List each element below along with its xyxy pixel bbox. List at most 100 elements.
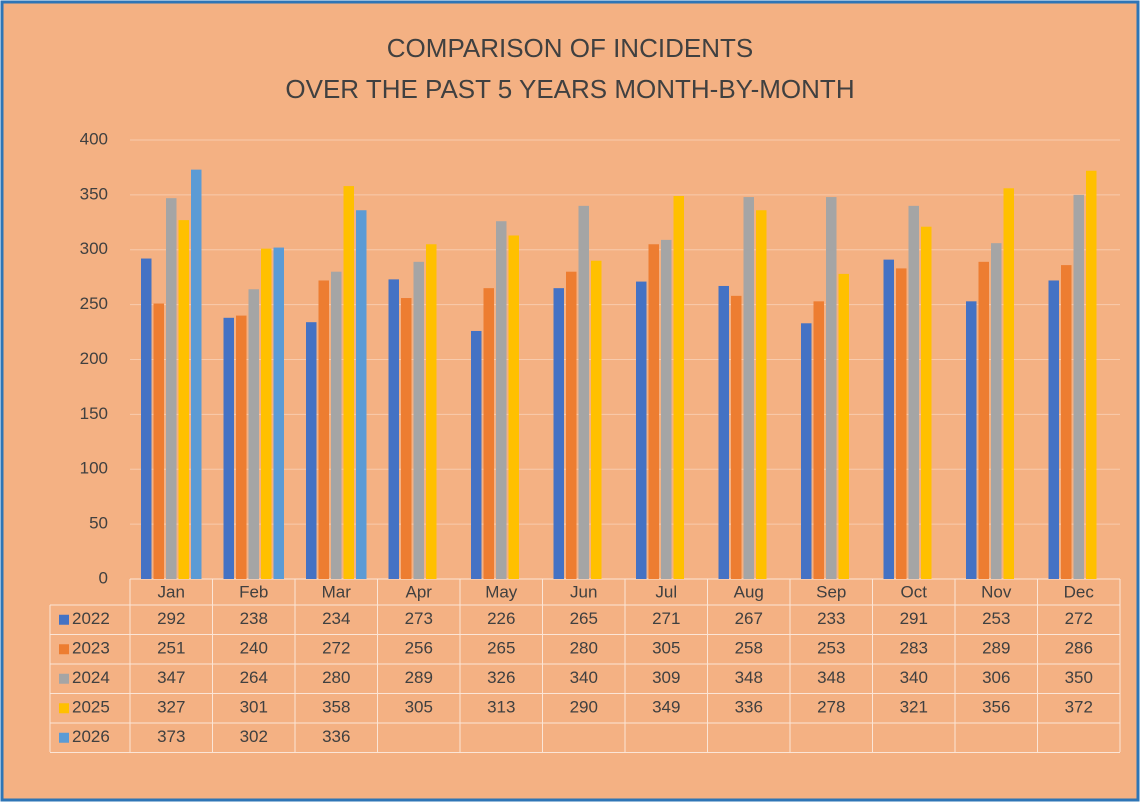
bar (223, 317, 234, 579)
x-tick-label: Jul (655, 582, 677, 601)
x-tick-label: Sep (816, 582, 846, 601)
bar (991, 243, 1002, 580)
table-cell: 280 (322, 668, 350, 687)
x-tick-label: Feb (239, 582, 268, 601)
bar (153, 303, 164, 579)
bar (356, 210, 367, 580)
y-tick-label: 250 (80, 294, 108, 313)
x-tick-label: Jun (570, 582, 597, 601)
bar (248, 289, 259, 579)
table-cell: 265 (487, 639, 515, 658)
bar (966, 301, 977, 579)
table-cell: 305 (405, 698, 433, 717)
table-cell: 233 (817, 609, 845, 628)
table-cell: 358 (322, 698, 350, 717)
y-tick-label: 100 (80, 459, 108, 478)
table-cell: 267 (735, 609, 763, 628)
table-cell: 306 (982, 668, 1010, 687)
x-tick-label: Jan (158, 582, 185, 601)
table-cell: 356 (982, 698, 1010, 717)
bar (426, 244, 437, 579)
table-cell: 372 (1065, 698, 1093, 717)
bar (1086, 170, 1097, 580)
table-cell: 278 (817, 698, 845, 717)
table-cell: 326 (487, 668, 515, 687)
table-cell: 349 (652, 698, 680, 717)
y-tick-label: 150 (80, 404, 108, 423)
legend-key (59, 644, 69, 655)
y-tick-label: 200 (80, 349, 108, 368)
bar (578, 205, 589, 579)
bar (471, 330, 482, 579)
bar (166, 198, 177, 580)
table-cell: 251 (157, 639, 185, 658)
table-cell: 340 (570, 668, 598, 687)
table-cell: 256 (405, 639, 433, 658)
x-tick-label: Mar (322, 582, 352, 601)
bar (1048, 280, 1059, 579)
legend-key (59, 673, 69, 684)
legend-label: 2023 (72, 639, 110, 658)
table-cell: 258 (735, 639, 763, 658)
y-tick-label: 300 (80, 239, 108, 258)
bar (661, 239, 672, 579)
table-cell: 272 (322, 639, 350, 658)
bar (508, 235, 519, 580)
table-cell: 238 (240, 609, 268, 628)
bar (813, 301, 824, 579)
bar (826, 197, 837, 579)
bar (483, 288, 494, 579)
bar (343, 186, 354, 579)
table-cell: 301 (240, 698, 268, 717)
bar (883, 259, 894, 579)
bar (178, 220, 189, 579)
bar (1061, 265, 1072, 579)
table-cell: 305 (652, 639, 680, 658)
y-tick-label: 50 (89, 514, 108, 533)
chart-title: COMPARISON OF INCIDENTS (387, 33, 753, 63)
table-cell: 327 (157, 698, 185, 717)
y-tick-label: 0 (99, 568, 108, 587)
legend-label: 2025 (72, 698, 110, 717)
table-cell: 234 (322, 609, 350, 628)
legend-key (59, 703, 69, 714)
bar (838, 273, 849, 579)
table-cell: 321 (900, 698, 928, 717)
legend-label: 2022 (72, 609, 110, 628)
x-tick-label: Nov (981, 582, 1012, 601)
table-cell: 253 (982, 609, 1010, 628)
table-cell: 350 (1065, 668, 1093, 687)
table-cell: 253 (817, 639, 845, 658)
table-cell: 348 (817, 668, 845, 687)
x-tick-label: May (485, 582, 518, 601)
x-tick-label: Dec (1064, 582, 1095, 601)
legend-label: 2024 (72, 668, 110, 687)
bar (731, 295, 742, 579)
x-tick-label: Apr (406, 582, 433, 601)
bar (318, 280, 329, 579)
table-cell: 291 (900, 609, 928, 628)
bar (978, 261, 989, 579)
x-tick-label: Oct (901, 582, 928, 601)
bar (743, 197, 754, 579)
table-cell: 290 (570, 698, 598, 717)
table-cell: 273 (405, 609, 433, 628)
bar (591, 260, 602, 579)
bar (896, 268, 907, 579)
table-cell: 340 (900, 668, 928, 687)
table-cell: 265 (570, 609, 598, 628)
bar (718, 285, 729, 579)
table-cell: 336 (735, 698, 763, 717)
table-cell: 264 (240, 668, 268, 687)
table-cell: 283 (900, 639, 928, 658)
table-cell: 240 (240, 639, 268, 658)
bar (921, 226, 932, 579)
table-cell: 373 (157, 727, 185, 746)
bar (1003, 188, 1014, 580)
table-cell: 309 (652, 668, 680, 687)
table-cell: 271 (652, 609, 680, 628)
bar (141, 258, 152, 579)
bar (566, 271, 577, 579)
